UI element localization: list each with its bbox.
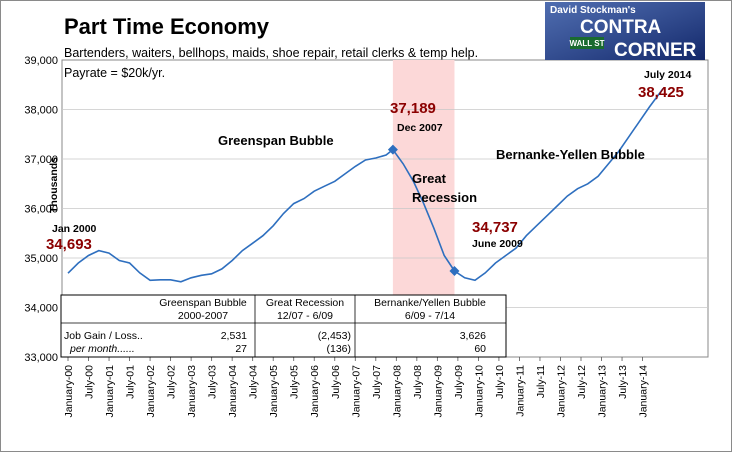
table-col-greenspan-title: Greenspan Bubble (159, 297, 247, 309)
x-tick-label: January-02 (145, 365, 157, 418)
x-tick-label: July-02 (166, 365, 178, 399)
table-row-per-month-recession: (136) (326, 343, 351, 355)
x-tick-label: January-07 (350, 365, 362, 418)
table-row-per-month-label: per month...... (69, 343, 135, 355)
contra-corner-logo: WALL ST David Stockman's CONTRA CORNER (545, 2, 705, 61)
y-tick-label: 35,000 (24, 253, 58, 265)
annotation-recession: Recession (412, 190, 477, 205)
logo-line-1: David Stockman's (550, 5, 636, 16)
x-tick-label: July-04 (248, 365, 260, 399)
x-tick-label: January-00 (63, 365, 75, 418)
table-col-bernanke-range: 6/09 - 7/14 (405, 310, 455, 322)
x-tick-label: January-10 (473, 365, 485, 418)
wall-street-sign-icon (570, 37, 604, 49)
table-row-job-gain-greenspan: 2,531 (221, 330, 247, 342)
x-tick-label: July-10 (494, 365, 506, 399)
x-tick-label: July-05 (289, 365, 301, 399)
x-tick-label: January-06 (309, 365, 321, 418)
x-tick-label: July-09 (453, 365, 465, 399)
x-tick-label: January-08 (391, 365, 403, 418)
y-tick-label: 37,000 (24, 154, 58, 166)
x-tick-label: January-09 (432, 365, 444, 418)
annotation-great: Great (412, 171, 447, 186)
annotation-july-2014-value: 38,425 (638, 84, 684, 101)
y-tick-label: 39,000 (24, 55, 58, 67)
x-tick-label: July-11 (535, 365, 547, 398)
annotation-bernanke-yellen-bubble: Bernanke-Yellen Bubble (496, 147, 645, 162)
subtitle-line-1: Bartenders, waiters, bellhops, maids, sh… (64, 46, 478, 60)
logo-corner: CORNER (614, 40, 697, 61)
x-tick-label: January-05 (268, 365, 280, 418)
x-tick-label: January-03 (186, 365, 198, 418)
annotation-dec-2007-value: 37,189 (390, 100, 436, 117)
annotation-jan-2000-value: 34,693 (46, 236, 92, 253)
table-col-greenspan-range: 2000-2007 (178, 310, 228, 322)
table-row-per-month-greenspan: 27 (235, 343, 247, 355)
annotation-july-2014-date: July 2014 (644, 69, 691, 81)
x-tick-label: July-07 (371, 365, 383, 399)
annotation-june-2009-date: June 2009 (472, 238, 523, 250)
annotation-jan-2000-date: Jan 2000 (52, 223, 97, 235)
y-tick-label: 38,000 (24, 105, 58, 117)
x-tick-label: July-03 (207, 365, 219, 399)
annotation-dec-2007-date: Dec 2007 (397, 122, 443, 134)
summary-table: Greenspan Bubble 2000-2007 Great Recessi… (60, 294, 507, 358)
table-row-job-gain-bernanke: 3,626 (460, 330, 486, 342)
x-tick-label: July-12 (576, 365, 588, 399)
table-border (60, 294, 507, 358)
x-tick-label: January-04 (227, 365, 239, 418)
wall-street-sign-text: WALL ST (570, 39, 605, 48)
subtitle-line-2: Payrate = $20k/yr. (64, 66, 165, 80)
logo-contra: CONTRA (580, 17, 662, 38)
annotation-june-2009-value: 34,737 (472, 219, 518, 236)
trough-marker-june-2009 (449, 266, 460, 277)
annotation-greenspan-bubble: Greenspan Bubble (218, 133, 334, 148)
chart-title: Part Time Economy (64, 14, 270, 39)
x-tick-label: July-00 (84, 365, 96, 399)
x-tick-label: July-13 (617, 365, 629, 399)
table-col-bernanke-title: Bernanke/Yellen Bubble (374, 297, 486, 309)
y-tick-label: 33,000 (24, 352, 58, 364)
x-tick-label: January-14 (638, 365, 650, 418)
table-row-job-gain-label: Job Gain / Loss.. (64, 330, 143, 342)
x-tick-label: January-13 (597, 365, 609, 418)
x-tick-label: January-11 (514, 365, 526, 417)
x-tick-label: July-01 (125, 365, 137, 399)
table-row-per-month-bernanke: 60 (474, 343, 486, 355)
series-line (67, 88, 664, 283)
table-col-recession-title: Great Recession (266, 297, 344, 309)
peak-marker-dec-2007 (387, 144, 398, 155)
y-tick-label: 36,000 (24, 204, 58, 216)
y-tick-label: 34,000 (24, 303, 58, 315)
x-tick-label: July-06 (330, 365, 342, 399)
table-row-job-gain-recession: (2,453) (318, 330, 351, 342)
x-tick-label: January-12 (555, 365, 567, 418)
x-tick-label: July-08 (412, 365, 424, 399)
y-axis-label: Thousands (48, 157, 60, 213)
x-tick-label: January-01 (104, 365, 116, 418)
logo-sky (545, 2, 705, 60)
table-col-recession-range: 12/07 - 6/09 (277, 310, 333, 322)
